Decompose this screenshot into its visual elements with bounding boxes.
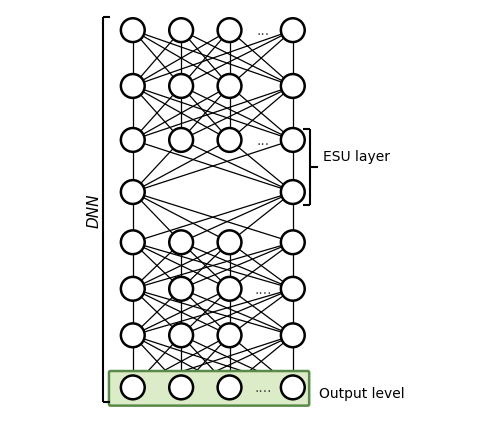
Circle shape (218, 129, 242, 153)
Circle shape (169, 376, 193, 399)
Circle shape (281, 324, 304, 347)
Circle shape (169, 277, 193, 301)
Circle shape (281, 129, 304, 153)
Text: ....: .... (254, 282, 272, 296)
Circle shape (218, 75, 242, 99)
Text: ...: ... (256, 24, 270, 38)
Text: ....: .... (254, 380, 272, 394)
Circle shape (169, 19, 193, 43)
Circle shape (218, 277, 242, 301)
Circle shape (218, 376, 242, 399)
Circle shape (281, 277, 304, 301)
Text: ...: ... (256, 134, 270, 147)
Circle shape (169, 324, 193, 347)
Circle shape (281, 181, 304, 204)
Circle shape (121, 181, 144, 204)
Text: DNN: DNN (86, 193, 101, 227)
Circle shape (169, 129, 193, 153)
Circle shape (121, 277, 144, 301)
Circle shape (121, 324, 144, 347)
Circle shape (169, 231, 193, 255)
Circle shape (121, 19, 144, 43)
Text: Output level: Output level (319, 386, 404, 400)
Circle shape (169, 75, 193, 99)
Circle shape (281, 19, 304, 43)
Text: ESU layer: ESU layer (322, 150, 390, 163)
Circle shape (281, 75, 304, 99)
Circle shape (281, 376, 304, 399)
FancyBboxPatch shape (109, 371, 309, 406)
Circle shape (121, 129, 144, 153)
Circle shape (218, 231, 242, 255)
Circle shape (121, 376, 144, 399)
Circle shape (218, 19, 242, 43)
Circle shape (218, 324, 242, 347)
Circle shape (121, 231, 144, 255)
Circle shape (121, 75, 144, 99)
Circle shape (281, 231, 304, 255)
